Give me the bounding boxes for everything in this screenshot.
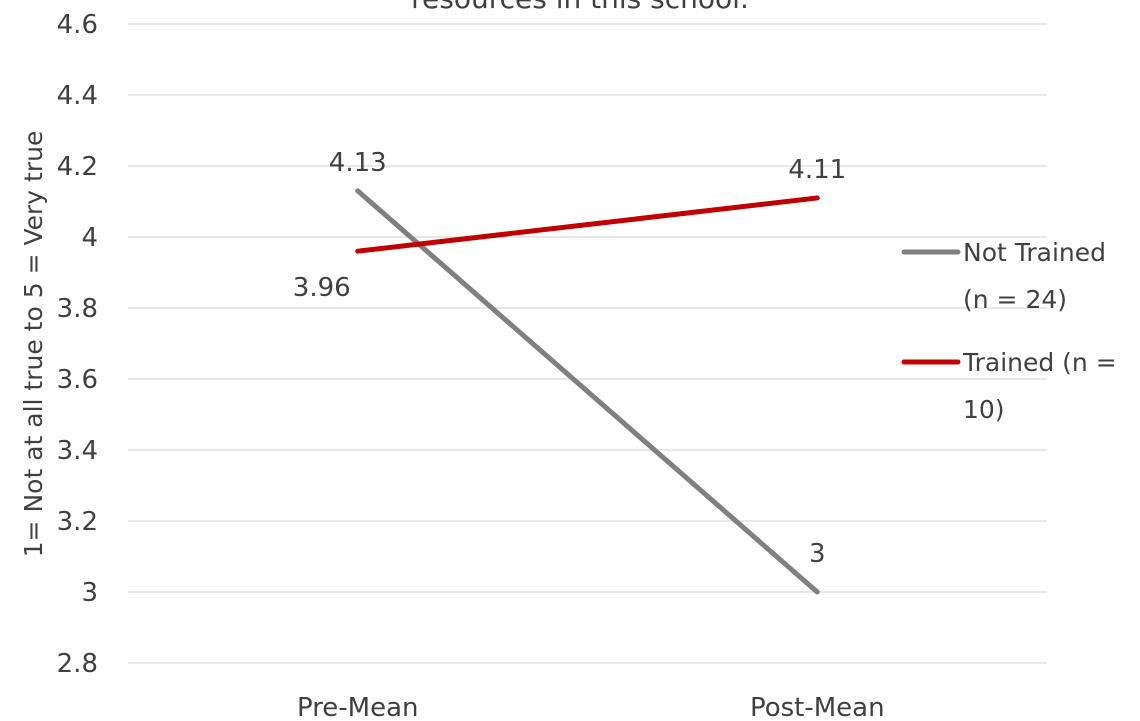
y-tick-label: 3.4 bbox=[57, 436, 98, 466]
y-axis-label: 1= Not at all true to 5 = Very true bbox=[19, 131, 48, 558]
x-axis-ticks: Pre-Mean Post-Mean bbox=[297, 693, 885, 721]
series-line-2 bbox=[355, 195, 820, 254]
chart-title: resources in this school. bbox=[411, 0, 749, 15]
y-tick-label: 4.2 bbox=[57, 152, 98, 182]
y-tick-label: 4.4 bbox=[57, 81, 98, 111]
y-tick-label: 4 bbox=[81, 223, 98, 253]
x-tick-label: Post-Mean bbox=[750, 693, 885, 721]
legend-label: 10) bbox=[963, 395, 1005, 424]
data-label: 4.13 bbox=[329, 148, 387, 178]
grid-layer bbox=[128, 23, 1047, 664]
x-tick-label: Pre-Mean bbox=[297, 693, 419, 721]
y-tick-label: 3.8 bbox=[57, 294, 98, 324]
legend: Not Trained (n = 24) Trained (n = 10) bbox=[901, 238, 1117, 424]
y-tick-label: 3.6 bbox=[57, 365, 98, 395]
legend-label: (n = 24) bbox=[963, 285, 1067, 314]
y-axis-ticks: 2.8 3 3.2 3.4 3.6 3.8 4 4.2 4.4 4.6 bbox=[57, 10, 98, 679]
y-tick-label: 2.8 bbox=[57, 649, 98, 679]
data-label: 3.96 bbox=[293, 273, 351, 303]
data-label: 3 bbox=[809, 539, 826, 569]
legend-label: Trained (n = bbox=[962, 348, 1117, 377]
legend-label: Not Trained bbox=[963, 238, 1106, 267]
data-labels: 4.13 3 3.96 4.11 bbox=[293, 148, 846, 569]
y-tick-label: 3.2 bbox=[57, 507, 98, 537]
y-tick-label: 3 bbox=[81, 578, 98, 608]
series-line-1 bbox=[355, 188, 820, 595]
series-layer bbox=[355, 188, 820, 595]
y-tick-label: 4.6 bbox=[57, 10, 98, 40]
data-label: 4.11 bbox=[788, 155, 846, 185]
